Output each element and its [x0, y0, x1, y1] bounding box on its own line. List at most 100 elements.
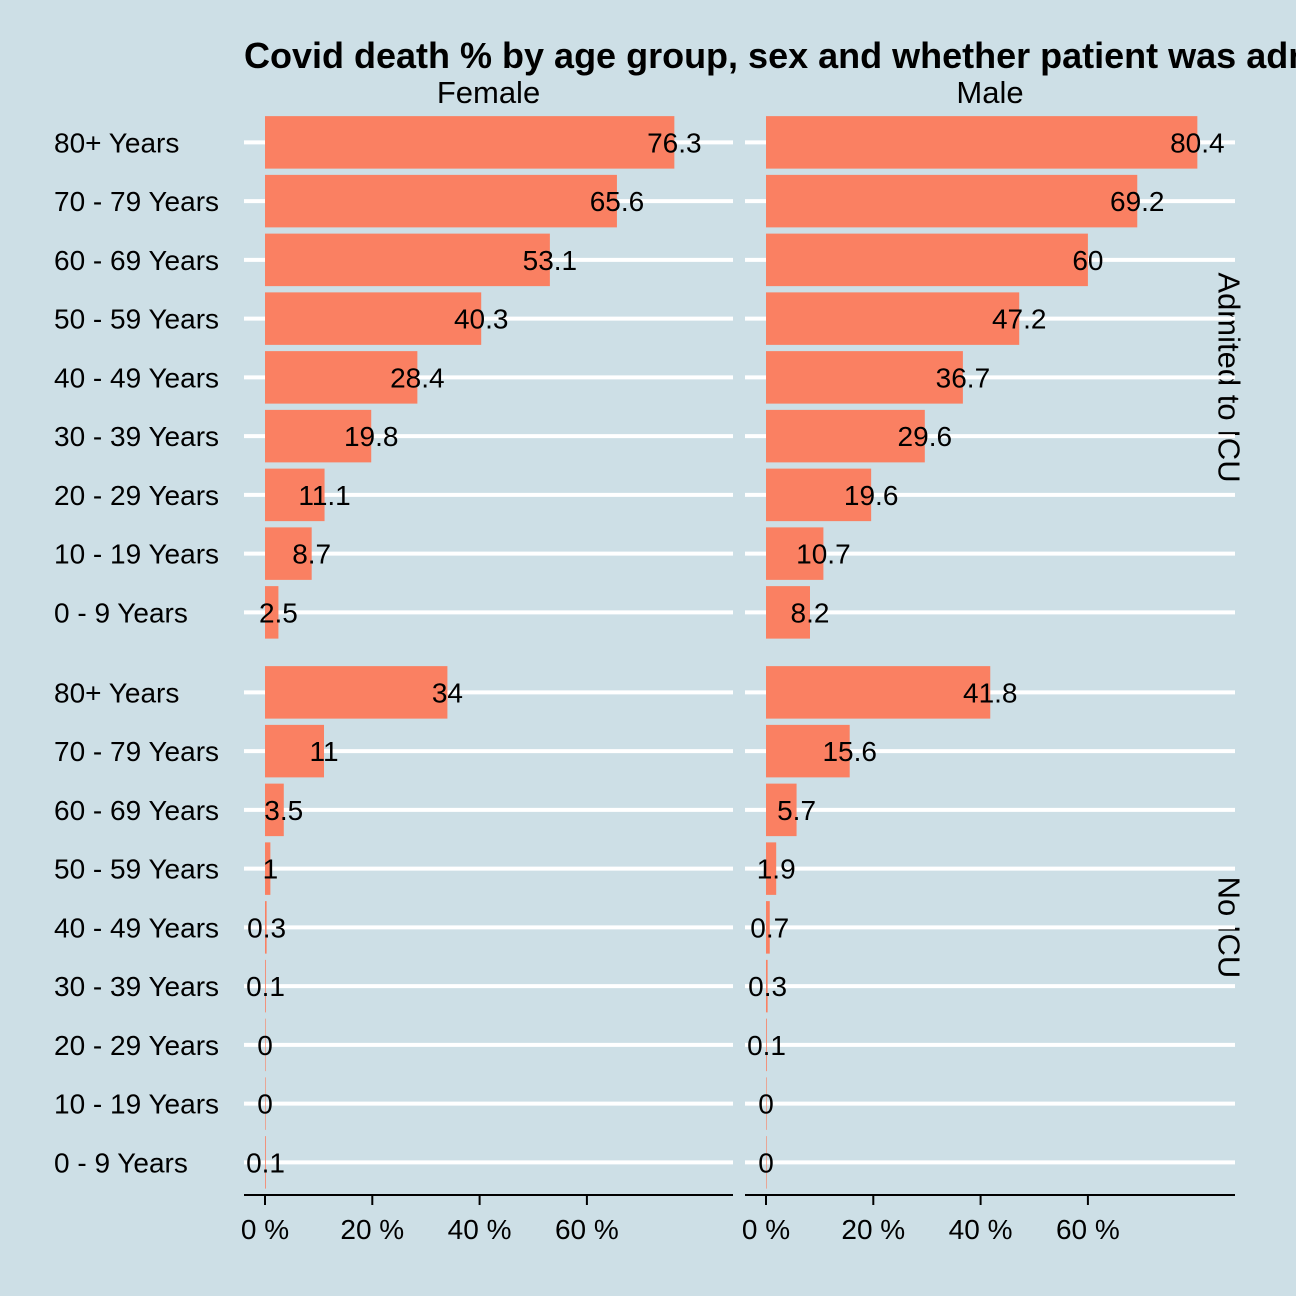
bar — [766, 1136, 767, 1189]
y-tick-label: 40 - 49 Years — [54, 912, 219, 943]
x-tick-label: 60 % — [555, 1214, 619, 1245]
bar — [766, 292, 1020, 345]
data-label: 5.7 — [777, 795, 816, 826]
panel-no-icu-female: 34 113.5 1 0.3 0.1 0 0 0.1 — [244, 666, 733, 1189]
panel-admited-to-icu-male: 80.469.260 47.236.7 29.6 19.6 10.7 8.2 — [745, 116, 1235, 639]
y-tick-label: 80+ Years — [54, 127, 179, 158]
y-tick-label: 50 - 59 Years — [54, 854, 219, 885]
data-label: 65.6 — [590, 186, 645, 217]
data-label: 1.9 — [757, 854, 796, 885]
data-label: 0.7 — [750, 912, 789, 943]
x-tick-label: 60 % — [1056, 1214, 1120, 1245]
bar — [265, 233, 550, 287]
y-tick-label: 70 - 79 Years — [54, 736, 219, 767]
data-label: 47.2 — [992, 304, 1047, 335]
bar — [265, 116, 675, 169]
bar — [766, 783, 797, 837]
data-label: 11 — [309, 736, 338, 767]
facet-label-female: Female — [437, 75, 540, 110]
bar — [766, 959, 768, 1013]
x-tick-label: 0 % — [241, 1214, 289, 1245]
data-label: 0.3 — [748, 971, 787, 1002]
x-tick-label: 40 % — [949, 1214, 1013, 1245]
bar — [766, 842, 777, 895]
x-tick-label: 0 % — [742, 1214, 790, 1245]
facet-label-male: Male — [956, 75, 1023, 110]
bar — [766, 1077, 767, 1130]
y-tick-label: 50 - 59 Years — [54, 304, 219, 335]
data-label: 36.7 — [936, 362, 991, 393]
panel-admited-to-icu-female: 76.365.6 53.1 40.3 28.4 19.8 11.1 8.7 2.5 — [244, 116, 733, 639]
bar — [766, 1018, 767, 1072]
data-label: 0 — [257, 1030, 273, 1061]
y-tick-label: 30 - 39 Years — [54, 421, 219, 452]
chart-title: Covid death % by age group, sex and whet… — [244, 35, 1296, 76]
data-label: 80.4 — [1170, 127, 1225, 158]
y-tick-label: 20 - 29 Years — [54, 1030, 219, 1061]
bar — [265, 1018, 266, 1072]
x-tick-label: 40 % — [448, 1214, 512, 1245]
y-tick-label: 80+ Years — [54, 677, 179, 708]
data-label: 0.1 — [747, 1030, 786, 1061]
bar — [766, 233, 1088, 287]
data-label: 0 — [758, 1089, 774, 1120]
data-label: 0.1 — [246, 971, 285, 1002]
y-tick-label: 70 - 79 Years — [54, 186, 219, 217]
bar — [265, 959, 266, 1013]
bar — [766, 116, 1198, 169]
bar — [766, 468, 872, 522]
bar — [265, 409, 372, 463]
y-tick-label: 10 - 19 Years — [54, 1089, 219, 1120]
data-label: 53.1 — [523, 245, 578, 276]
y-tick-label: 10 - 19 Years — [54, 539, 219, 570]
bar — [766, 174, 1138, 228]
bar — [265, 174, 617, 228]
bar — [265, 586, 279, 639]
data-label: 28.4 — [390, 362, 445, 393]
data-label: 0 — [257, 1089, 273, 1120]
data-label: 0.1 — [246, 1147, 285, 1178]
y-tick-label: 0 - 9 Years — [54, 597, 188, 628]
y-tick-label: 30 - 39 Years — [54, 971, 219, 1002]
bar — [766, 724, 850, 778]
data-label: 10.7 — [796, 539, 851, 570]
bar — [265, 292, 482, 345]
bar — [265, 527, 312, 580]
data-label: 29.6 — [898, 421, 953, 452]
bar — [766, 666, 991, 719]
data-label: 1 — [263, 854, 279, 885]
bar — [265, 1136, 266, 1189]
data-label: 2.5 — [259, 597, 298, 628]
bar — [766, 351, 963, 404]
panel-no-icu-male: 41.8 15.65.7 1.9 0.7 0.3 0.1 0 0 — [745, 666, 1235, 1189]
data-label: 34 — [432, 677, 463, 708]
data-label: 40.3 — [454, 304, 509, 335]
bar — [265, 468, 325, 522]
y-tick-label: 20 - 29 Years — [54, 480, 219, 511]
x-tick-label: 20 % — [340, 1214, 404, 1245]
bar — [265, 724, 325, 778]
bar — [265, 351, 418, 404]
y-tick-label: 60 - 69 Years — [54, 245, 219, 276]
data-label: 0 — [758, 1147, 774, 1178]
data-label: 60 — [1072, 245, 1103, 276]
bar — [265, 842, 271, 895]
bar — [766, 586, 810, 639]
bar — [265, 666, 448, 719]
data-label: 11.1 — [298, 480, 350, 511]
y-tick-label: 0 - 9 Years — [54, 1147, 188, 1178]
data-label: 76.3 — [647, 127, 702, 158]
bar — [766, 901, 770, 954]
data-label: 8.7 — [292, 539, 331, 570]
bar — [766, 527, 824, 580]
y-tick-label: 40 - 49 Years — [54, 362, 219, 393]
bar — [766, 409, 925, 463]
bar — [265, 1077, 266, 1130]
data-label: 8.2 — [791, 597, 830, 628]
data-label: 19.8 — [344, 421, 399, 452]
bar — [265, 901, 267, 954]
data-label: 19.6 — [844, 480, 899, 511]
y-tick-label: 60 - 69 Years — [54, 795, 219, 826]
